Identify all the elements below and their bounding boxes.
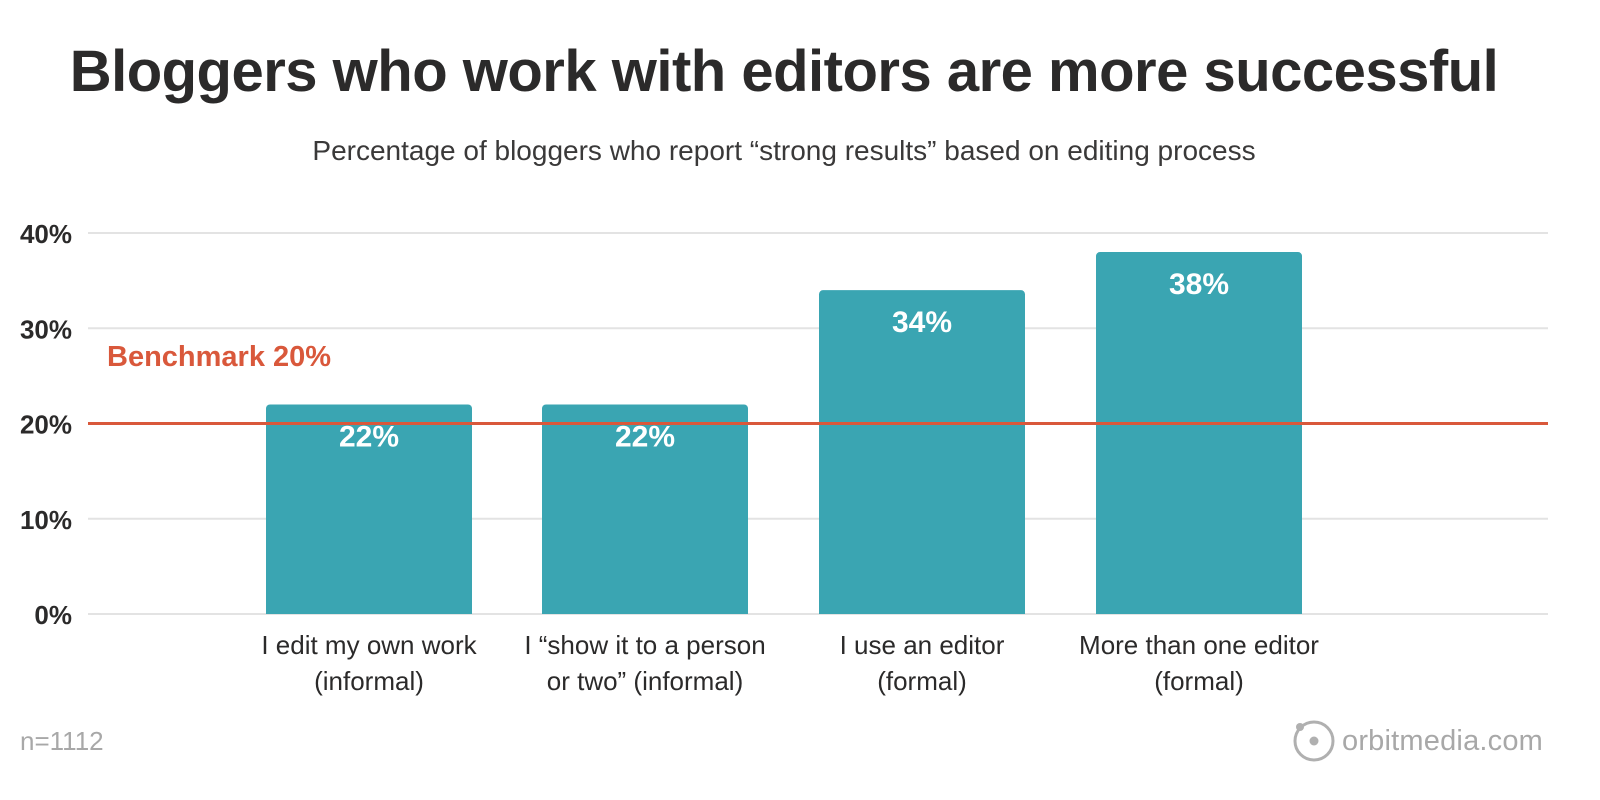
x-tick-label: I “show it to a person: [524, 630, 765, 660]
data-label: 38%: [1169, 268, 1229, 301]
y-tick-label: 20%: [20, 410, 72, 440]
bar: [542, 404, 748, 614]
chart-title: Bloggers who work with editors are more …: [69, 39, 1499, 104]
y-tick-label: 0%: [34, 600, 72, 630]
bar-base: [266, 608, 472, 614]
bar-base: [542, 608, 748, 614]
bar: [1096, 252, 1302, 615]
bar: [819, 290, 1025, 614]
y-tick-label: 30%: [20, 314, 72, 344]
bar-base: [1096, 608, 1302, 614]
x-tick-label: (informal): [314, 666, 424, 696]
x-tick-label: (formal): [877, 666, 967, 696]
x-tick-label: I edit my own work: [261, 630, 477, 660]
data-label: 22%: [339, 420, 399, 453]
x-tick-label: (formal): [1154, 666, 1244, 696]
data-label: 22%: [615, 420, 675, 453]
x-tick-label: I use an editor: [840, 630, 1005, 660]
bar: [266, 404, 472, 614]
sample-size-note: n=1112: [20, 726, 104, 756]
y-tick-label: 10%: [20, 505, 72, 535]
x-tick-label: or two” (informal): [547, 666, 743, 696]
data-label: 34%: [892, 306, 952, 339]
chart-subtitle: Percentage of bloggers who report “stron…: [312, 135, 1256, 166]
y-tick-label: 40%: [20, 219, 72, 249]
x-tick-label: More than one editor: [1079, 630, 1319, 660]
orbit-icon: [1293, 720, 1335, 762]
bar-base: [819, 608, 1025, 614]
brand-logo: orbitmedia.com: [1292, 716, 1543, 766]
benchmark-label: Benchmark 20%: [107, 341, 331, 373]
brand-text: orbitmedia.com: [1342, 724, 1544, 757]
